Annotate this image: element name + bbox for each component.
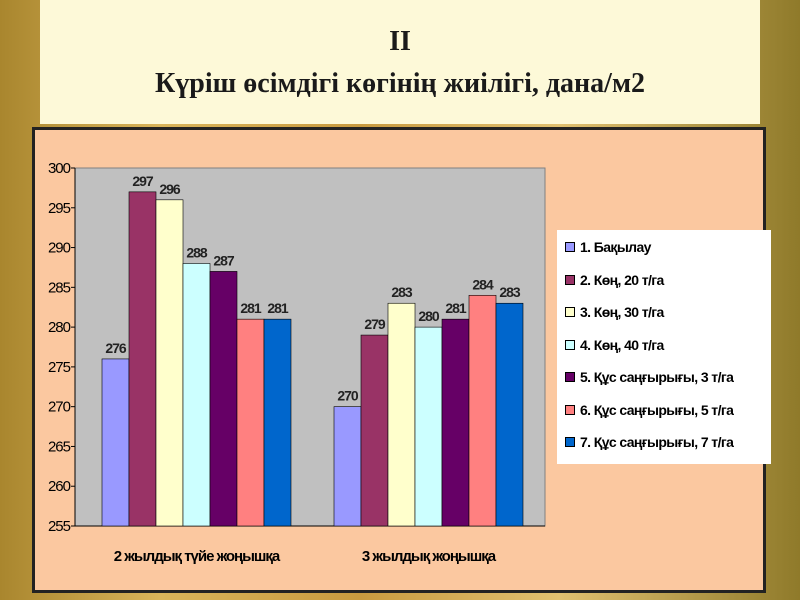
- x-category-label: 2 жылдық түйе жоңышқа: [114, 548, 281, 565]
- data-label: 280: [418, 308, 440, 324]
- bar: [182, 263, 211, 527]
- bar: [155, 199, 184, 527]
- y-tick-label: 295: [48, 200, 71, 217]
- y-tick-label: 300: [48, 160, 71, 177]
- legend-swatch: [565, 307, 575, 317]
- legend-item: 1. Бақылау: [565, 237, 651, 257]
- bar: [441, 318, 470, 527]
- y-tick-label: 285: [48, 279, 71, 296]
- legend-label: 6. Құс саңғырығы, 5 т/га: [580, 401, 734, 418]
- legend-item: 5. Құс саңғырығы, 3 т/га: [565, 367, 734, 387]
- legend-item: 7. Құс саңғырығы, 7 т/га: [565, 432, 734, 452]
- x-category-label: 3 жылдық жоңышқа: [362, 548, 497, 565]
- bar: [414, 326, 443, 527]
- legend-swatch: [565, 437, 575, 447]
- data-label: 287: [213, 252, 235, 268]
- y-tick-label: 270: [48, 399, 71, 416]
- bar: [263, 318, 292, 527]
- bar: [101, 358, 130, 527]
- y-tick-label: 255: [48, 518, 71, 535]
- data-label: 279: [364, 316, 386, 332]
- legend-swatch: [565, 274, 575, 285]
- data-label: 283: [391, 284, 413, 300]
- data-label: 281: [267, 300, 289, 316]
- bar: [333, 406, 362, 527]
- legend-swatch: [565, 339, 575, 350]
- y-tick-label: 290: [48, 240, 71, 257]
- bar: [209, 271, 238, 527]
- y-tick-label: 265: [48, 438, 71, 455]
- legend-item: 6. Құс саңғырығы, 5 т/га: [565, 400, 734, 420]
- legend-label: 3. Көң, 30 т/га: [580, 304, 664, 320]
- legend-swatch: [565, 404, 575, 415]
- legend-label: 4. Көң, 40 т/га: [580, 336, 664, 353]
- slide-number: II: [389, 26, 411, 57]
- data-label: 296: [159, 181, 181, 197]
- legend-label: 5. Құс саңғырығы, 3 т/га: [580, 369, 734, 385]
- data-label: 281: [240, 300, 262, 316]
- legend-swatch: [565, 372, 575, 382]
- chart-legend: 1. Бақылау 2. Көң, 20 т/га 3. Көң, 30 т/га…: [557, 230, 771, 464]
- bar: [468, 294, 497, 527]
- slide-title: Күріш өсімдігі көгінің жиілігі, дана/м2: [154, 68, 646, 99]
- bar: [360, 334, 389, 527]
- bar: [128, 191, 157, 527]
- title-box: II Күріш өсімдігі көгінің жиілігі, дана/…: [40, 0, 760, 124]
- legend-item: 2. Көң, 20 т/га: [565, 270, 664, 290]
- bar: [236, 318, 265, 527]
- bar: [387, 302, 416, 527]
- data-label: 284: [472, 276, 494, 292]
- legend-item: 3. Көң, 30 т/га: [565, 302, 664, 322]
- data-label: 288: [186, 244, 208, 260]
- data-label: 276: [105, 340, 127, 356]
- legend-item: 4. Көң, 40 т/га: [565, 335, 664, 355]
- y-tick-label: 280: [48, 319, 71, 336]
- legend-swatch: [565, 242, 575, 252]
- data-label: 283: [499, 284, 521, 300]
- legend-label: 1. Бақылау: [580, 239, 651, 255]
- legend-label: 2. Көң, 20 т/га: [580, 271, 664, 288]
- legend-label: 7. Құс саңғырығы, 7 т/га: [580, 434, 734, 450]
- y-tick-label: 275: [48, 359, 71, 376]
- y-tick-label: 260: [48, 478, 71, 495]
- data-label: 297: [132, 173, 154, 189]
- data-label: 281: [445, 300, 467, 316]
- bar: [495, 302, 524, 527]
- data-label: 270: [337, 388, 359, 404]
